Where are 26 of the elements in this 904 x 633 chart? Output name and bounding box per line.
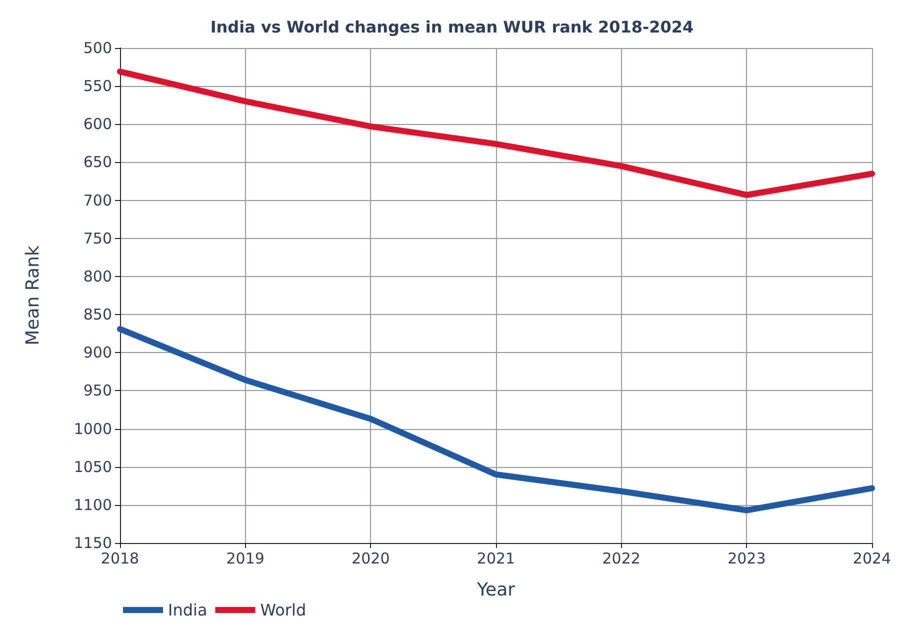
y-axis-title: Mean Rank [22,245,44,346]
y-tick-label: 900 [83,344,112,362]
y-tick-label: 650 [83,153,112,172]
y-tick-label: 1050 [74,458,112,476]
x-tick-label: 2022 [602,550,640,568]
y-tick-label: 1000 [74,420,112,438]
y-tick-label: 1150 [74,534,112,552]
y-tick-label: 750 [83,229,112,248]
y-tick-label: 1100 [74,496,112,514]
y-tick-label: 950 [83,382,112,400]
x-tick-label: 2023 [728,550,766,568]
legend-label: World [260,600,306,620]
y-tick-label: 550 [83,77,112,96]
y-tick-label: 700 [83,191,112,210]
y-tick-label: 850 [83,306,112,324]
x-tick-label: 2019 [226,550,264,568]
chart-title: India vs World changes in mean WUR rank 2018-2024 [210,18,694,36]
x-tick-label: 2020 [352,550,390,568]
x-tick-label: 2021 [476,550,516,568]
x-tick-label: 2024 [852,550,892,568]
x-axis-title: Year [476,580,516,600]
y-tick-label: 800 [83,267,112,286]
legend-label: India [168,600,208,620]
y-tick-label: 600 [83,115,112,134]
x-tick-label: 2018 [100,550,140,568]
y-tick-label: 500 [83,39,112,57]
